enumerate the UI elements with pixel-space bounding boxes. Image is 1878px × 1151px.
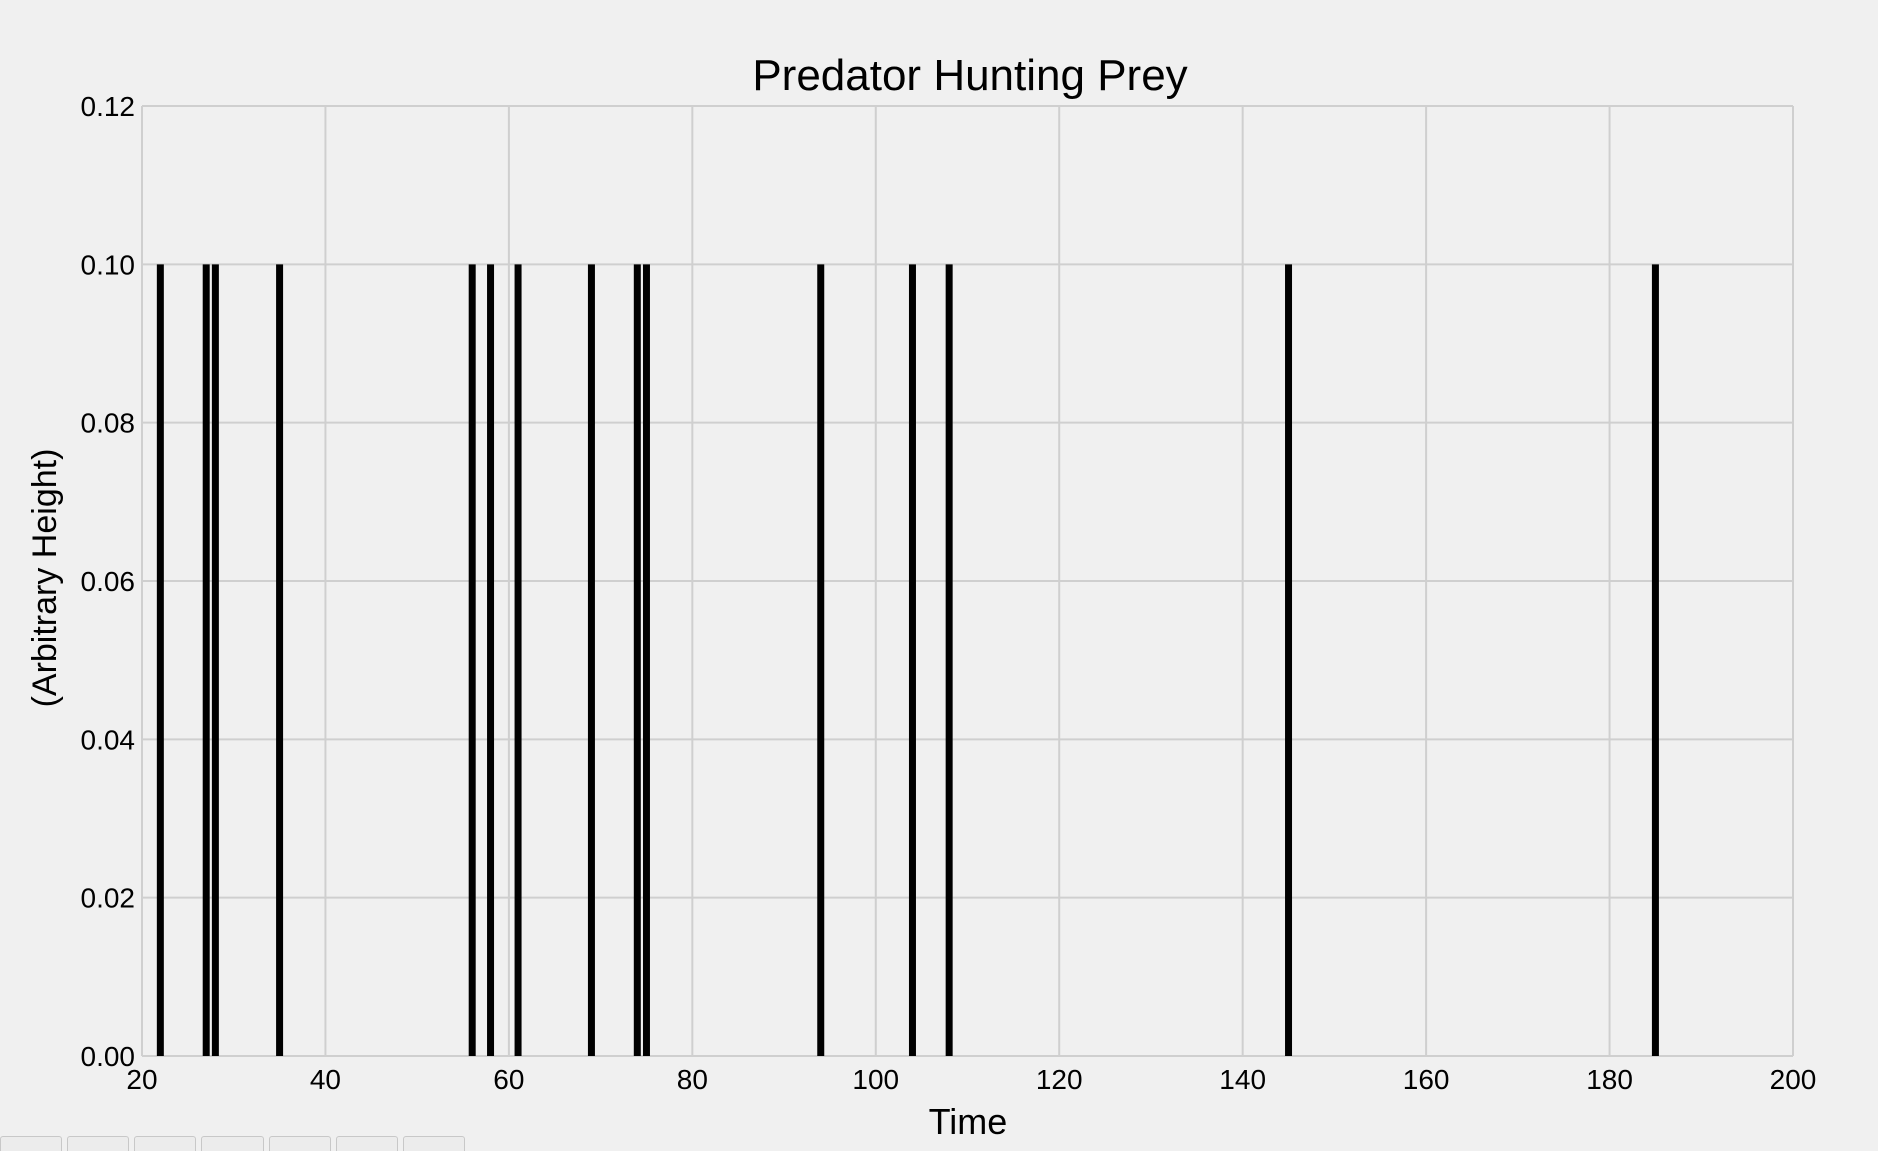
- toolbar-button[interactable]: [134, 1136, 197, 1151]
- y-tick-label: 0.04: [81, 724, 136, 755]
- y-tick-label: 0.00: [81, 1041, 136, 1072]
- toolbar-button[interactable]: [268, 1136, 331, 1151]
- y-tick-label: 0.10: [81, 249, 136, 280]
- x-tick-label: 60: [493, 1064, 524, 1095]
- x-tick-labels: 20 40 60 80 100 120 140 160 180 200: [126, 1064, 1816, 1095]
- x-tick-label: 160: [1403, 1064, 1450, 1095]
- x-axis-label: Time: [929, 1101, 1008, 1142]
- toolbar-button[interactable]: [0, 1136, 63, 1151]
- x-tick-label: 20: [126, 1064, 157, 1095]
- event-bars: [156, 264, 1659, 1056]
- y-tick-label: 0.02: [81, 883, 136, 914]
- x-tick-label: 40: [310, 1064, 341, 1095]
- grid-lines: [141, 105, 1794, 1057]
- y-tick-label: 0.06: [81, 566, 136, 597]
- x-tick-label: 200: [1770, 1064, 1817, 1095]
- y-tick-label: 0.08: [81, 408, 136, 439]
- x-tick-label: 140: [1219, 1064, 1266, 1095]
- toolbar: [0, 1136, 470, 1151]
- y-tick-labels: 0.00 0.02 0.04 0.06 0.08 0.10 0.12: [81, 91, 136, 1072]
- toolbar-button[interactable]: [402, 1136, 465, 1151]
- toolbar-button[interactable]: [335, 1136, 398, 1151]
- x-tick-label: 100: [852, 1064, 899, 1095]
- y-tick-label: 0.12: [81, 91, 136, 122]
- x-tick-label: 180: [1586, 1064, 1633, 1095]
- toolbar-button[interactable]: [67, 1136, 130, 1151]
- x-tick-label: 80: [677, 1064, 708, 1095]
- chart-title: Predator Hunting Prey: [752, 51, 1187, 100]
- toolbar-button[interactable]: [201, 1136, 264, 1151]
- x-tick-label: 120: [1036, 1064, 1083, 1095]
- y-axis-label: (Arbitrary Height): [26, 449, 64, 708]
